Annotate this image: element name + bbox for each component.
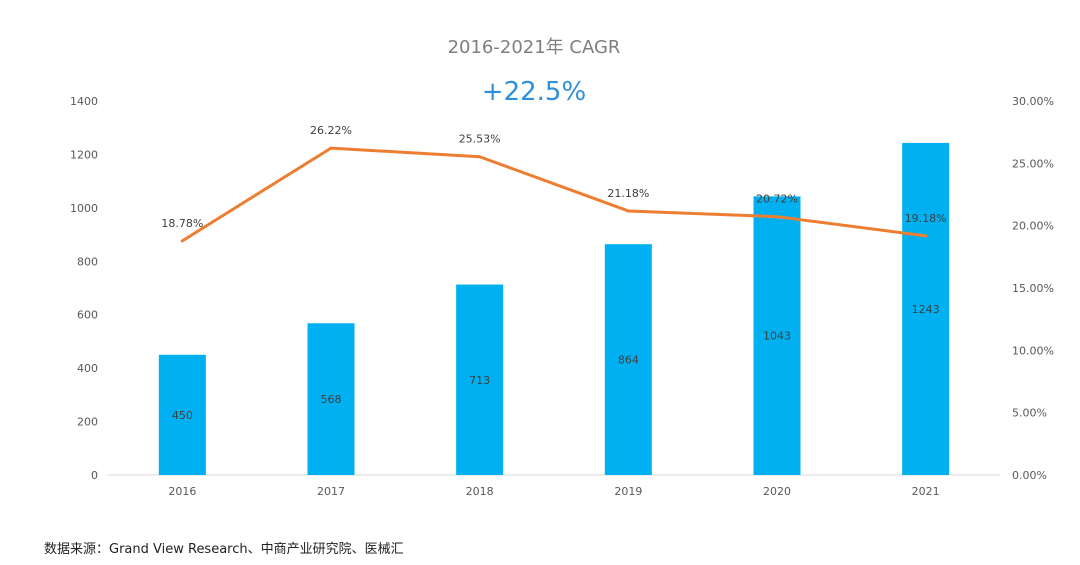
bar-data-label: 568 <box>321 393 342 406</box>
bar <box>604 244 652 475</box>
bar <box>753 196 801 475</box>
bar-data-label: 1043 <box>763 330 791 343</box>
y-tick-label: 1400 <box>70 95 98 108</box>
x-tick-label: 2020 <box>763 485 791 498</box>
y-tick-label: 0 <box>91 469 98 482</box>
x-tick-label: 2017 <box>317 485 345 498</box>
y-tick-label: 200 <box>77 416 98 429</box>
line-series: 18.78% 26.22% 25.53% 21.18% 20.72% 19.18% <box>161 124 947 243</box>
bar <box>456 284 504 475</box>
x-tick-label: 2016 <box>168 485 196 498</box>
line-point <box>180 239 184 243</box>
y2-tick-label: 0.00% <box>1012 469 1047 482</box>
y2-tick-label: 15.00% <box>1012 282 1054 295</box>
y-tick-label: 600 <box>77 309 98 322</box>
bar-data-label: 450 <box>172 409 193 422</box>
y-tick-label: 1000 <box>70 202 98 215</box>
y2-tick-label: 10.00% <box>1012 344 1054 357</box>
line-data-label: 20.72% <box>756 193 798 206</box>
source-note: 数据来源：Grand View Research、中商产业研究院、医械汇 <box>44 542 404 557</box>
line-point <box>775 215 779 219</box>
y2-tick-label: 5.00% <box>1012 407 1047 420</box>
y2-tick-label: 20.00% <box>1012 220 1054 233</box>
line-data-label: 19.18% <box>905 212 947 225</box>
chart-title: 2016-2021年 CAGR <box>448 37 621 58</box>
x-tick-label: 2019 <box>614 485 642 498</box>
bar <box>902 142 950 476</box>
cagr-value: +22.5% <box>482 77 586 107</box>
line-data-label: 21.18% <box>607 187 649 200</box>
y2-tick-label: 30.00% <box>1012 95 1054 108</box>
axes: 0 200 400 600 800 1000 1200 1400 0.00% 5.00% 10.00… <box>70 95 1054 498</box>
line-data-label: 26.22% <box>310 124 352 137</box>
x-tick-label: 2021 <box>912 485 940 498</box>
y-tick-label: 800 <box>77 255 98 268</box>
bar-data-label: 1243 <box>912 303 940 316</box>
line-path <box>180 146 928 243</box>
line-point <box>924 234 928 238</box>
bar-data-label: 713 <box>469 374 490 387</box>
line-data-label: 18.78% <box>161 217 203 230</box>
bar <box>307 323 355 475</box>
x-tick-label: 2018 <box>466 485 494 498</box>
line-point <box>478 155 482 159</box>
line-point <box>329 146 333 150</box>
bar-series: 450 568 713 864 1043 1243 <box>158 142 950 476</box>
y-tick-label: 400 <box>77 362 98 375</box>
y-tick-label: 1200 <box>70 148 98 161</box>
y2-tick-label: 25.00% <box>1012 157 1054 170</box>
bar <box>158 354 206 475</box>
bar-data-label: 864 <box>618 354 639 367</box>
line-data-label: 25.53% <box>459 133 501 146</box>
line-point <box>626 209 630 213</box>
